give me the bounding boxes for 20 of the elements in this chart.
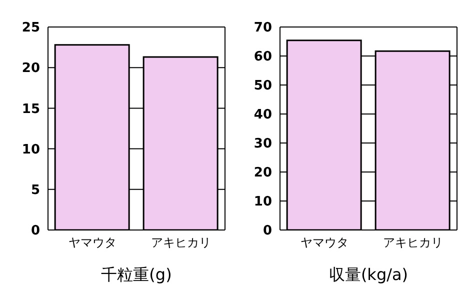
y-tick-label: 60 bbox=[254, 50, 272, 65]
x-axis-title: 千粒重(g) bbox=[101, 265, 172, 284]
y-tick-label: 0 bbox=[262, 224, 272, 239]
y-tick-label: 0 bbox=[30, 224, 40, 239]
x-tick-label: ヤマウタ bbox=[300, 236, 348, 250]
x-axis-title: 収量(kg/a) bbox=[328, 265, 408, 284]
y-tick-label: 70 bbox=[254, 20, 272, 36]
y-tick-label: 15 bbox=[22, 102, 40, 117]
y-tick-label: 25 bbox=[22, 20, 40, 36]
y-tick-label: 5 bbox=[30, 183, 40, 198]
y-tick-label: 20 bbox=[254, 166, 272, 181]
y-tick-label: 40 bbox=[254, 108, 272, 123]
y-tick-label: 10 bbox=[254, 194, 272, 210]
x-tick-label: アキヒカリ bbox=[382, 236, 443, 250]
x-tick-label: アキヒカリ bbox=[150, 236, 211, 250]
y-tick-label: 20 bbox=[22, 61, 40, 76]
x-tick-label: ヤマウタ bbox=[68, 236, 116, 250]
y-tick-label: 50 bbox=[254, 78, 272, 94]
y-tick-label: 30 bbox=[254, 136, 272, 152]
y-tick-label: 10 bbox=[22, 142, 40, 158]
